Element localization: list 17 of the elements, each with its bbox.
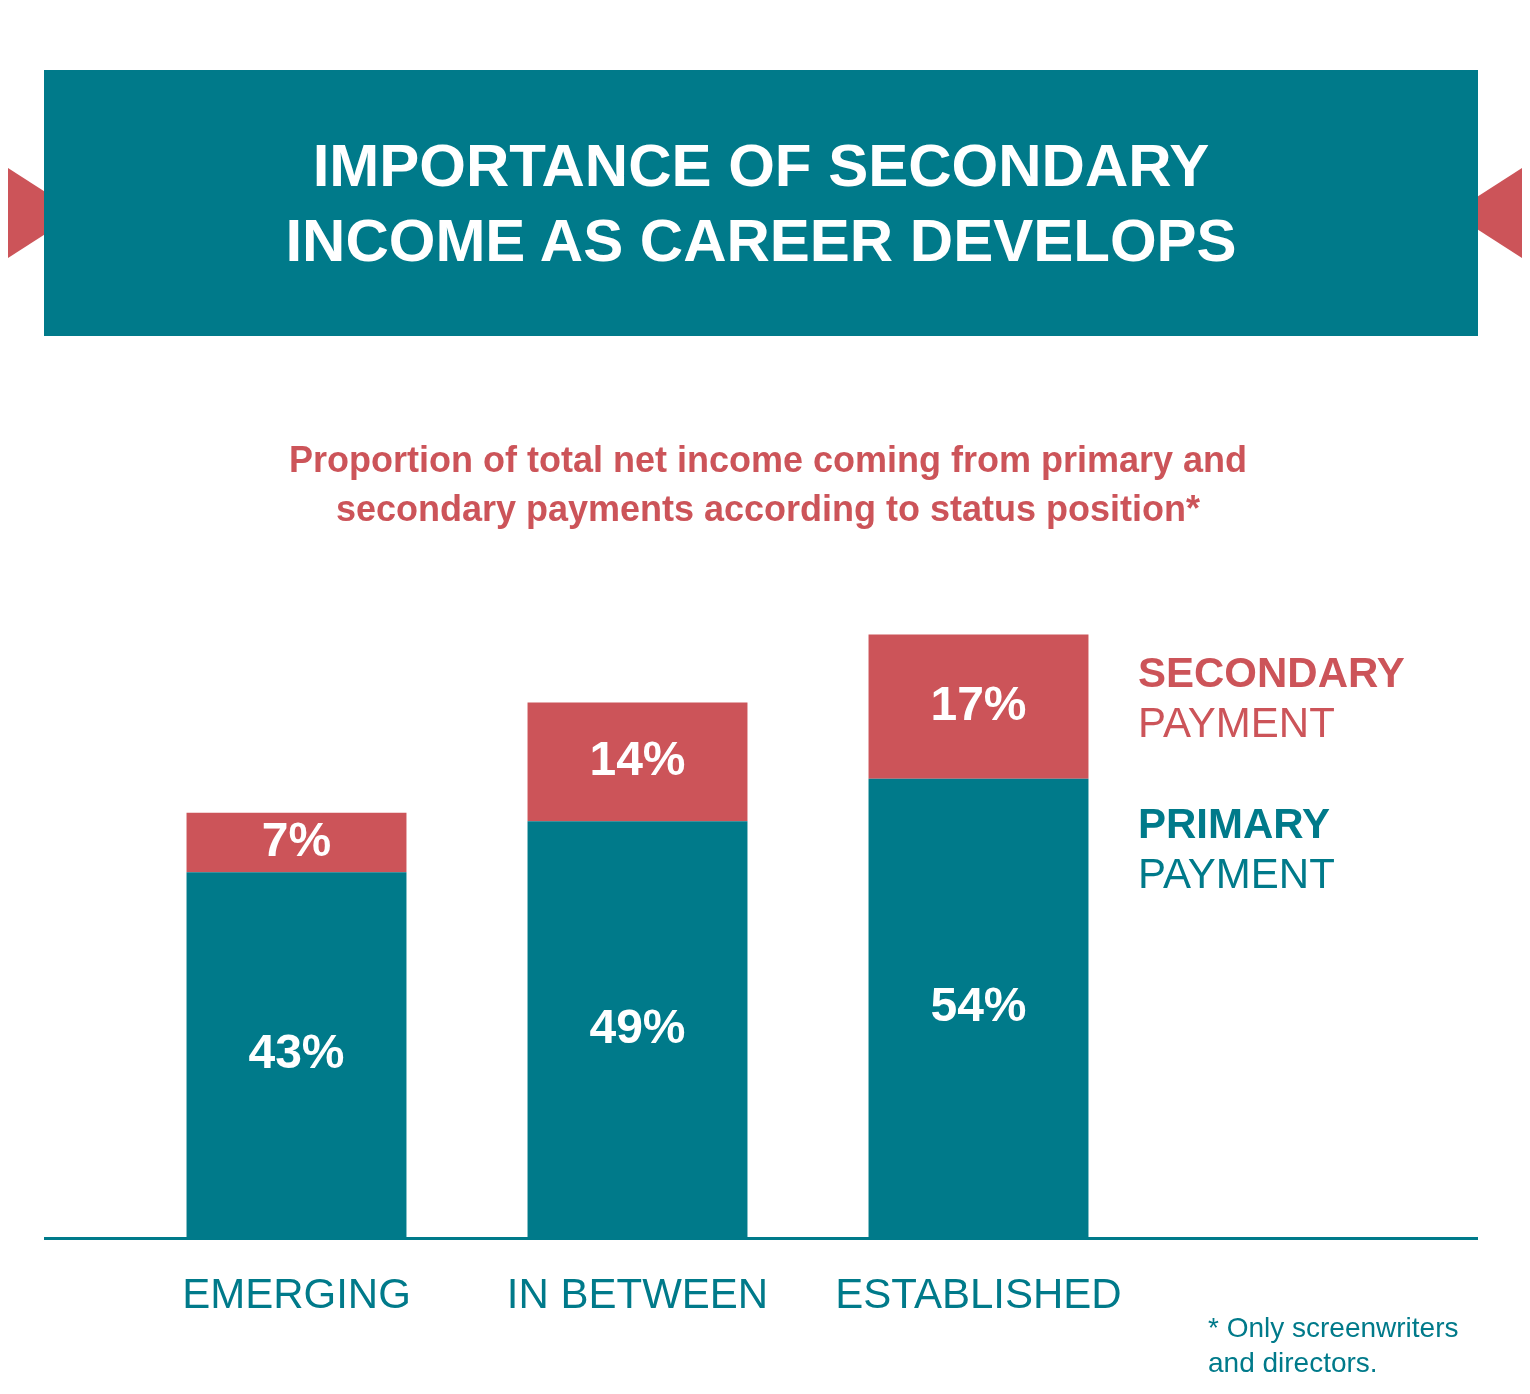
series-label: PRIMARY PAYMENT — [1138, 798, 1336, 900]
x-tick-label: EMERGING — [182, 1270, 411, 1318]
data-label: 14% — [589, 732, 686, 786]
x-tick-label: ESTABLISHED — [835, 1270, 1122, 1318]
chart-title: IMPORTANCE OF SECONDARY INCOME AS CAREER DEVELOPS — [284, 131, 1238, 276]
data-label: 49% — [589, 999, 686, 1053]
data-label: 7% — [261, 812, 332, 866]
chart-subtitle: Proportion of total net income coming from primary and secondary payments according to status position* — [287, 438, 1249, 531]
bar — [868, 634, 1089, 779]
x-tick-label: IN BETWEEN — [506, 1270, 769, 1318]
series-label: SECONDARY PAYMENT — [1138, 648, 1405, 749]
bar — [186, 812, 407, 873]
data-label: 54% — [930, 978, 1027, 1032]
text: * Only screenwriters and directors. — [1208, 1311, 1460, 1380]
bar — [527, 702, 748, 822]
data-label: 17% — [930, 676, 1027, 730]
data-label: 43% — [248, 1025, 345, 1079]
